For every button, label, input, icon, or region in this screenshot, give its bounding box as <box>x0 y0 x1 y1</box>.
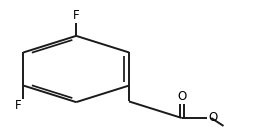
Text: F: F <box>73 9 80 22</box>
Text: O: O <box>177 91 186 104</box>
Text: O: O <box>208 112 217 124</box>
Text: F: F <box>15 99 21 112</box>
